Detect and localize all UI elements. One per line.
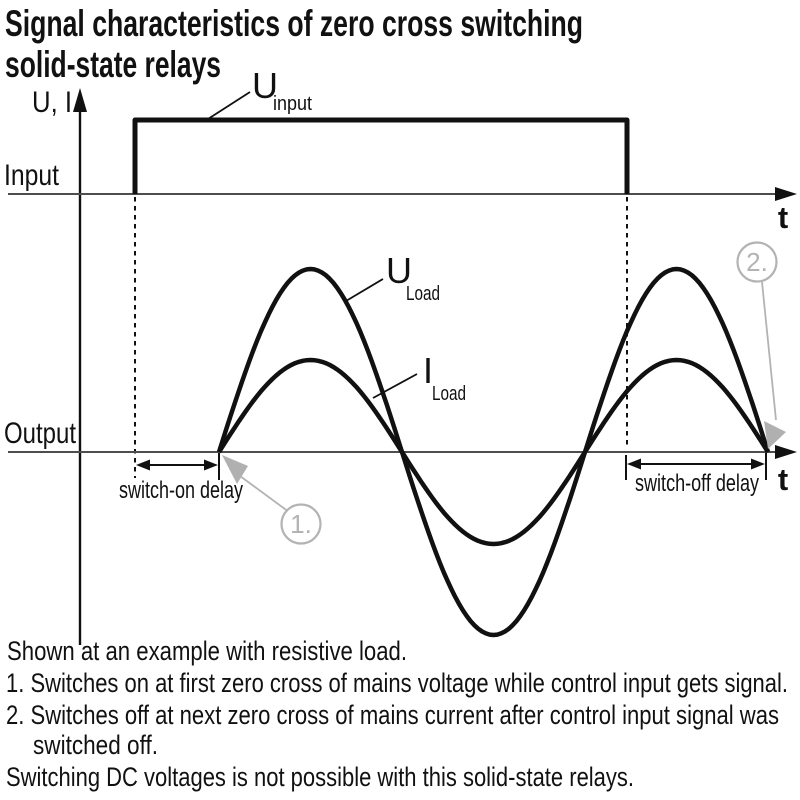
switch-on-delay-right-arrowhead-icon — [204, 459, 218, 471]
switch-on-delay-left-arrowhead-icon — [136, 459, 150, 471]
note-dc-voltages: Switching DC voltages is not possible wi… — [6, 762, 634, 792]
callout-1-number: 1. — [290, 509, 312, 539]
u-input-label-subscript: input — [273, 93, 312, 115]
y-axis-arrowhead-icon — [73, 88, 87, 112]
u-load-label-subscript: Load — [406, 283, 440, 305]
i-load-label: I — [423, 350, 433, 391]
switch-on-delay-label: switch-on delay — [119, 477, 243, 504]
figure-title-line-1: Signal characteristics of zero cross swi… — [5, 3, 583, 44]
callout-2-leader-line — [761, 281, 777, 421]
switch-off-delay-right-arrowhead-icon — [751, 458, 765, 470]
callout-1-arrowhead-icon — [222, 455, 248, 484]
u-input-label: U — [252, 65, 278, 106]
u-load-leader-line — [345, 278, 384, 302]
callout-2-arrowhead-icon — [764, 421, 786, 449]
figure-title-line-2: solid-state relays — [5, 44, 221, 85]
note-resistive-load: Shown at an example with resistive load. — [7, 636, 407, 666]
note-switch-off-part1: 2. Switches off at next zero cross of ma… — [6, 700, 779, 730]
note-switch-on: 1. Switches on at first zero cross of ma… — [6, 668, 788, 698]
output-time-axis-label: t — [778, 462, 788, 497]
u-input-pulse — [132, 117, 630, 194]
note-switch-off-part2: switched off. — [33, 730, 158, 760]
input-time-axis-arrowhead-icon — [775, 187, 797, 201]
switch-off-delay-label: switch-off delay — [635, 470, 759, 497]
callout-2-circle — [736, 241, 778, 283]
input-row-label: Input — [4, 159, 60, 192]
callout-1-circle — [280, 503, 322, 545]
i-load-label-subscript: Load — [432, 383, 466, 405]
i-load-leader-line — [372, 373, 418, 399]
u-input-leader-line — [207, 91, 251, 120]
callout-1-leader-line — [239, 475, 290, 513]
input-time-axis-label: t — [778, 200, 788, 235]
y-axis-label: U, I — [32, 86, 72, 119]
output-row-label: Output — [4, 417, 77, 450]
output-time-axis-arrowhead-icon — [775, 445, 797, 459]
u-load-label: U — [386, 250, 412, 291]
u-load-curve — [216, 266, 771, 638]
i-load-curve — [217, 357, 770, 547]
callout-2-number: 2. — [746, 247, 768, 277]
switch-off-delay-left-arrowhead-icon — [627, 458, 641, 470]
